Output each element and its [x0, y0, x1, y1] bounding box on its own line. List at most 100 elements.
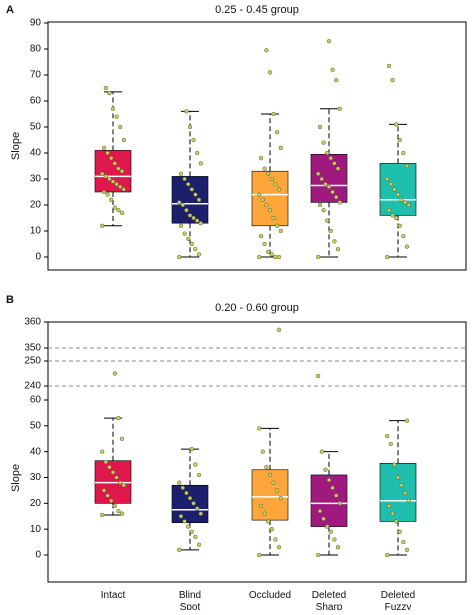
data-point: [100, 449, 105, 454]
data-point: [189, 446, 194, 452]
data-point: [118, 480, 123, 485]
data-point: [273, 537, 278, 542]
box: [379, 163, 417, 216]
data-point: [262, 241, 267, 247]
data-point: [198, 221, 203, 226]
data-point: [319, 449, 324, 454]
data-point: [271, 111, 276, 117]
data-point: [317, 508, 323, 514]
data-point: [269, 176, 274, 182]
y-tick-label: 250: [24, 356, 41, 367]
data-point: [397, 529, 402, 534]
data-point: [121, 137, 126, 143]
data-point: [269, 252, 274, 257]
data-point: [196, 252, 202, 257]
data-point: [328, 529, 333, 534]
data-point: [260, 197, 265, 202]
data-point: [390, 511, 395, 516]
data-point: [394, 215, 399, 221]
data-point: [334, 195, 339, 200]
data-point: [394, 519, 399, 524]
data-point: [189, 241, 194, 247]
data-point: [187, 496, 193, 501]
data-point: [114, 475, 119, 480]
data-point: [271, 480, 276, 485]
data-point: [385, 434, 390, 439]
y-tick-label: 360: [24, 317, 41, 328]
x-tick-label: Deleted Fuzzy: [381, 590, 415, 610]
data-point: [119, 511, 125, 516]
data-point: [257, 192, 262, 197]
data-point: [395, 192, 401, 197]
data-point: [273, 254, 278, 260]
y-tick-label: 90: [30, 18, 42, 29]
y-tick-label: 40: [30, 148, 42, 159]
x-tick-label: Deleted Sharp: [312, 590, 346, 610]
data-point: [114, 182, 119, 187]
data-point: [195, 506, 200, 511]
data-point: [116, 508, 121, 514]
data-point: [178, 223, 184, 228]
data-point: [193, 247, 198, 252]
data-point: [276, 187, 282, 192]
data-point: [266, 519, 271, 524]
data-point: [316, 552, 321, 558]
data-point: [316, 373, 321, 379]
data-point: [257, 552, 262, 558]
data-point: [332, 161, 337, 166]
data-point: [392, 187, 397, 192]
data-point: [116, 415, 121, 421]
data-point: [121, 187, 126, 192]
data-point: [321, 208, 326, 213]
data-point: [121, 483, 126, 488]
data-point: [186, 524, 191, 529]
data-point: [385, 552, 390, 558]
y-tick-label: 10: [30, 226, 42, 237]
data-point: [330, 189, 335, 195]
y-tick-label: 0: [35, 252, 41, 263]
data-point: [399, 483, 404, 488]
box: [310, 154, 348, 203]
data-point: [397, 223, 402, 228]
data-point: [109, 156, 114, 161]
data-point: [404, 418, 410, 423]
data-point: [267, 472, 273, 478]
data-point: [177, 547, 182, 552]
data-point: [107, 465, 112, 470]
data-point: [266, 249, 271, 254]
data-point: [332, 239, 337, 244]
data-point: [264, 465, 269, 470]
data-point: [262, 166, 267, 171]
data-point: [335, 545, 341, 550]
data-point: [337, 200, 342, 205]
panel-label: B: [6, 294, 14, 306]
x-tick-label: Blind Spot: [179, 590, 201, 610]
data-point: [100, 223, 105, 228]
data-point: [180, 202, 185, 208]
data-point: [198, 161, 203, 166]
data-point: [386, 208, 392, 213]
y-tick-label: 50: [30, 122, 42, 133]
data-point: [184, 490, 189, 496]
y-tick-label: 240: [24, 381, 41, 392]
data-point: [189, 187, 194, 192]
data-point: [386, 503, 392, 509]
data-point: [177, 200, 182, 205]
data-point: [189, 529, 194, 534]
data-point: [323, 182, 328, 187]
data-point: [392, 462, 397, 467]
data-point: [191, 137, 196, 143]
data-point: [116, 166, 121, 171]
data-point: [105, 192, 110, 197]
data-point: [321, 516, 326, 521]
x-tick-label: Occluded: [249, 590, 291, 601]
data-point: [406, 498, 411, 503]
data-point: [260, 449, 265, 454]
data-point: [390, 78, 395, 83]
data-point: [325, 150, 330, 156]
data-point: [116, 208, 121, 213]
data-point: [110, 470, 116, 475]
data-point: [107, 91, 112, 96]
data-point: [276, 254, 282, 260]
data-point: [258, 503, 264, 509]
